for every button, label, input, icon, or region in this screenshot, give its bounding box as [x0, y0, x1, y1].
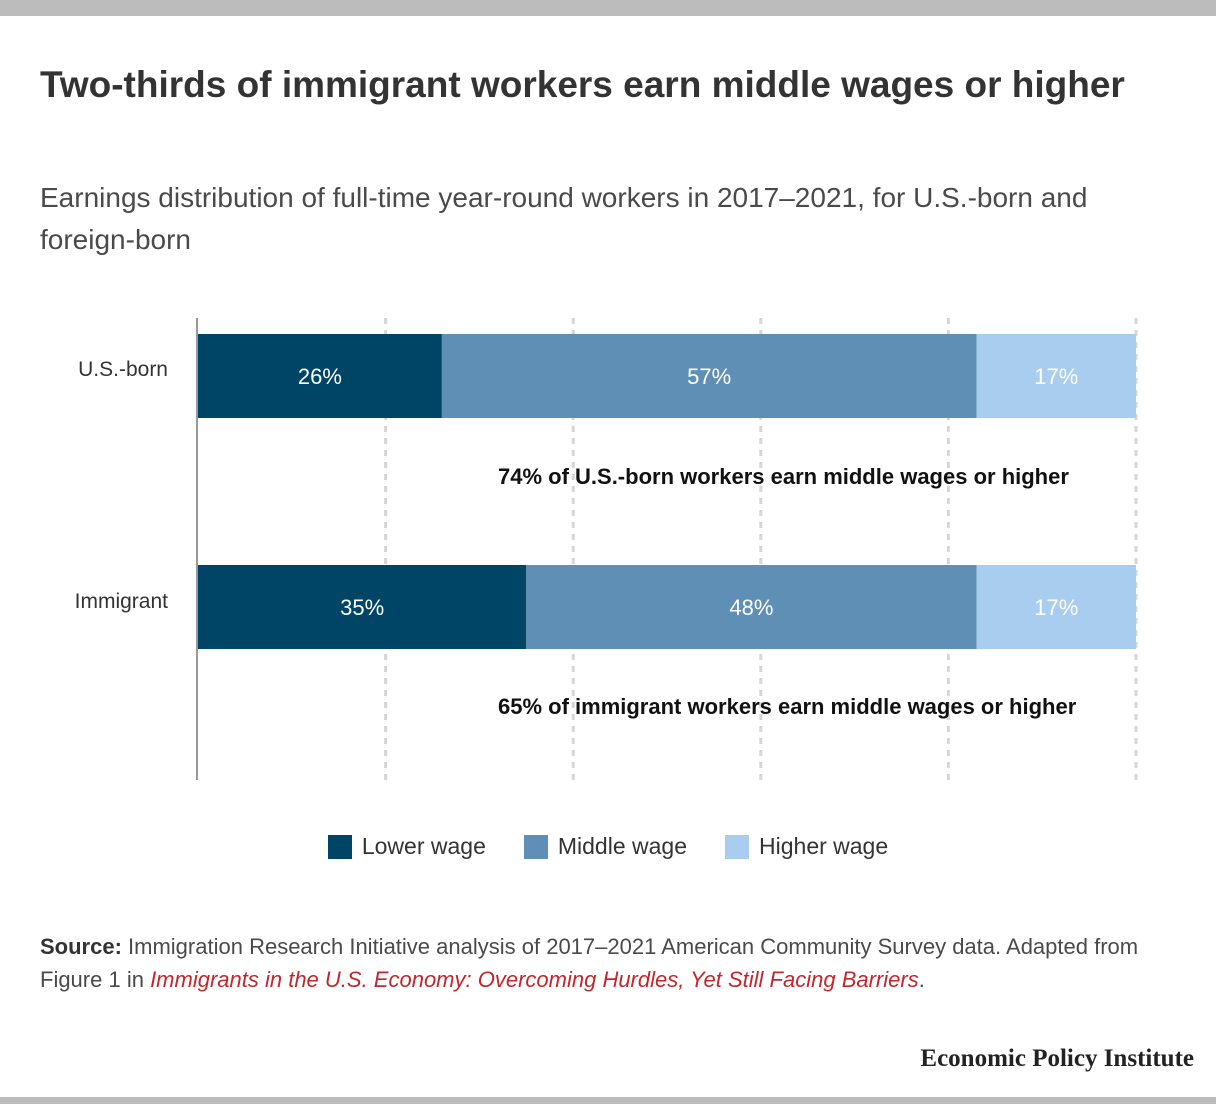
bar-u-s-born-middle-wage — [441, 334, 977, 418]
annotation-immigrant: 65% of immigrant workers earn middle wag… — [498, 694, 1077, 719]
data-label-immigrant-higher-wage: 17% — [1034, 595, 1078, 620]
bar-u-s-born-lower-wage — [198, 334, 442, 418]
category-label-immigrant: Immigrant — [75, 590, 169, 613]
legend-swatch-middle-wage — [523, 834, 548, 859]
chart-subtitle: Earnings distribution of full-time year-… — [40, 182, 1088, 255]
legend-swatch-higher-wage — [725, 834, 750, 859]
brand-logo-text: Economic Policy Institute — [920, 1045, 1194, 1072]
bar-u-s-born-higher-wage — [976, 334, 1136, 418]
source-text: Immigration Research Initiative analysis… — [40, 934, 1139, 992]
legend-label-middle-wage: Middle wage — [557, 833, 688, 859]
legend-label-higher-wage: Higher wage — [759, 833, 889, 859]
legend-item-lower-wage: Lower wage — [327, 833, 486, 860]
legend-swatch-lower-wage — [327, 834, 352, 859]
bar-immigrant-lower-wage — [198, 565, 527, 649]
category-label-u-s-born: U.S.-born — [78, 358, 168, 381]
data-label-immigrant-lower-wage: 35% — [340, 595, 384, 620]
top-border-bar — [0, 0, 1216, 16]
legend-item-higher-wage: Higher wage — [725, 833, 888, 860]
legend-label-lower-wage: Lower wage — [361, 833, 486, 859]
data-label-u-s-born-higher-wage: 17% — [1034, 364, 1078, 389]
source-end: . — [918, 967, 925, 992]
chart-title: Two-thirds of immigrant workers earn mid… — [40, 64, 1125, 105]
data-label-immigrant-middle-wage: 48% — [729, 595, 773, 620]
annotation-u-s-born: 74% of U.S.-born workers earn middle wag… — [498, 464, 1069, 489]
chart-legend: Lower wage Middle wage Higher wage — [0, 833, 1216, 860]
legend-item-middle-wage: Middle wage — [523, 833, 688, 860]
source-label: Source: — [40, 934, 122, 959]
bar-immigrant-middle-wage — [526, 565, 977, 649]
bottom-border-bar — [0, 1097, 1216, 1104]
stacked-bar-chart: 26% 57% 17% U.S.-born 74% of U.S.-born worke… — [75, 318, 1138, 780]
source-report-link[interactable]: Immigrants in the U.S. Economy: Overcomi… — [150, 967, 919, 992]
bar-immigrant-higher-wage — [976, 565, 1136, 649]
data-label-u-s-born-lower-wage: 26% — [298, 364, 342, 389]
data-label-u-s-born-middle-wage: 57% — [687, 364, 731, 389]
source-note: Source: Immigration Research Initiative … — [40, 930, 1160, 996]
